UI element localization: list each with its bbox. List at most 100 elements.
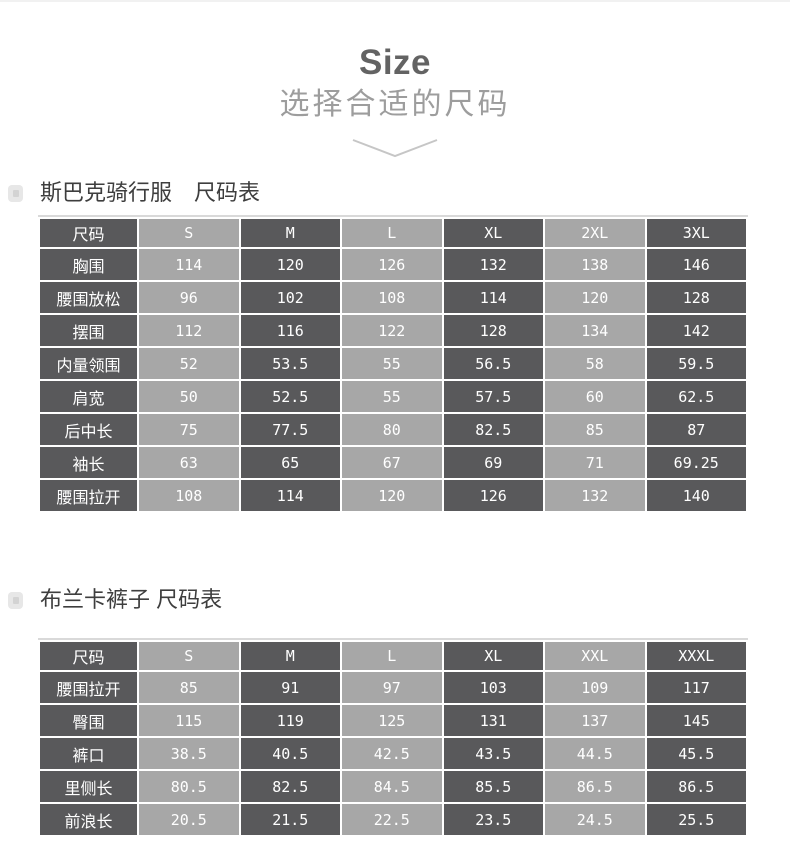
value-cell: 80: [342, 414, 442, 445]
value-cell: 56.5: [443, 348, 543, 379]
section-pants: 布兰卡裤子 尺码表 尺码 S M L XL XXL XXXL 腰围拉开 85 91 97 103 109…: [0, 585, 790, 837]
value-cell: 114: [240, 480, 340, 511]
table-header-row: 尺码 S M L XL 2XL 3XL: [40, 219, 746, 247]
value-cell: 96: [139, 282, 239, 313]
row-label-cell: 腰围拉开: [40, 480, 137, 511]
value-cell: 122: [342, 315, 442, 346]
value-cell: 24.5: [545, 804, 645, 835]
section-heading: 斯巴克骑行服 尺码表: [0, 178, 790, 208]
value-cell: 126: [342, 249, 442, 280]
value-cell: 82.5: [240, 771, 340, 802]
row-label-cell: 腰围放松: [40, 282, 137, 313]
value-cell: 108: [139, 480, 239, 511]
row-label-cell: 袖长: [40, 447, 137, 478]
row-label-cell: 裤口: [40, 738, 137, 769]
value-cell: 71: [545, 447, 645, 478]
size-label-header-cell: 尺码: [40, 219, 137, 247]
size-column-header-cell: XL: [443, 642, 543, 670]
value-cell: 55: [342, 348, 442, 379]
value-cell: 112: [139, 315, 239, 346]
page-subtitle: 选择合适的尺码: [279, 88, 511, 121]
table-row: 腰围放松 96 102 108 114 120 128: [40, 282, 746, 313]
table-row: 腰围拉开 108 114 120 126 132 140: [40, 480, 746, 511]
value-cell: 43.5: [443, 738, 543, 769]
value-cell: 50: [139, 381, 239, 412]
value-cell: 131: [443, 705, 543, 736]
value-cell: 132: [443, 249, 543, 280]
value-cell: 119: [240, 705, 340, 736]
value-cell: 63: [139, 447, 239, 478]
size-column-header-cell: XXXL: [646, 642, 746, 670]
value-cell: 85: [545, 414, 645, 445]
value-cell: 38.5: [139, 738, 239, 769]
value-cell: 60: [545, 381, 645, 412]
value-cell: 40.5: [240, 738, 340, 769]
row-label-cell: 肩宽: [40, 381, 137, 412]
size-column-header-cell: L: [342, 219, 442, 247]
value-cell: 120: [240, 249, 340, 280]
value-cell: 57.5: [443, 381, 543, 412]
value-cell: 52.5: [240, 381, 340, 412]
size-column-header-cell: XL: [443, 219, 543, 247]
value-cell: 132: [545, 480, 645, 511]
table-row: 臀围 115 119 125 131 137 145: [40, 705, 746, 736]
size-column-header-cell: 3XL: [646, 219, 746, 247]
row-label-cell: 臀围: [40, 705, 137, 736]
value-cell: 23.5: [443, 804, 543, 835]
table-row: 摆围 112 116 122 128 134 142: [40, 315, 746, 346]
table-row: 里侧长 80.5 82.5 84.5 85.5 86.5 86.5: [40, 771, 746, 802]
value-cell: 138: [545, 249, 645, 280]
jersey-size-table: 尺码 S M L XL 2XL 3XL 胸围 114 120 126 132 138 146 腰围放松 96 1…: [38, 215, 748, 513]
size-column-header-cell: 2XL: [545, 219, 645, 247]
top-divider: [0, 0, 790, 2]
value-cell: 85.5: [443, 771, 543, 802]
size-column-header-cell: M: [240, 642, 340, 670]
value-cell: 42.5: [342, 738, 442, 769]
table-row: 内量领围 52 53.5 55 56.5 58 59.5: [40, 348, 746, 379]
table-row: 腰围拉开 85 91 97 103 109 117: [40, 672, 746, 703]
value-cell: 45.5: [646, 738, 746, 769]
value-cell: 67: [342, 447, 442, 478]
value-cell: 86.5: [545, 771, 645, 802]
value-cell: 109: [545, 672, 645, 703]
section-jersey: 斯巴克骑行服 尺码表 尺码 S M L XL 2XL 3XL 胸围 114 120 126 132 13…: [0, 178, 790, 513]
size-label-header-cell: 尺码: [40, 642, 137, 670]
table-row: 后中长 75 77.5 80 82.5 85 87: [40, 414, 746, 445]
size-column-header-cell: L: [342, 642, 442, 670]
value-cell: 145: [646, 705, 746, 736]
value-cell: 117: [646, 672, 746, 703]
value-cell: 114: [443, 282, 543, 313]
value-cell: 120: [342, 480, 442, 511]
value-cell: 91: [240, 672, 340, 703]
value-cell: 116: [240, 315, 340, 346]
value-cell: 55: [342, 381, 442, 412]
table-row: 肩宽 50 52.5 55 57.5 60 62.5: [40, 381, 746, 412]
value-cell: 69.25: [646, 447, 746, 478]
row-label-cell: 后中长: [40, 414, 137, 445]
value-cell: 25.5: [646, 804, 746, 835]
value-cell: 140: [646, 480, 746, 511]
table-row: 胸围 114 120 126 132 138 146: [40, 249, 746, 280]
row-label-cell: 摆围: [40, 315, 137, 346]
size-column-header-cell: M: [240, 219, 340, 247]
pants-size-table: 尺码 S M L XL XXL XXXL 腰围拉开 85 91 97 103 109 117 臀围 115 11…: [38, 638, 748, 837]
value-cell: 146: [646, 249, 746, 280]
value-cell: 75: [139, 414, 239, 445]
row-label-cell: 腰围拉开: [40, 672, 137, 703]
value-cell: 120: [545, 282, 645, 313]
value-cell: 134: [545, 315, 645, 346]
table-row: 袖长 63 65 67 69 71 69.25: [40, 447, 746, 478]
value-cell: 125: [342, 705, 442, 736]
table-row: 裤口 38.5 40.5 42.5 43.5 44.5 45.5: [40, 738, 746, 769]
value-cell: 103: [443, 672, 543, 703]
value-cell: 86.5: [646, 771, 746, 802]
value-cell: 52: [139, 348, 239, 379]
value-cell: 142: [646, 315, 746, 346]
row-label-cell: 内量领围: [40, 348, 137, 379]
value-cell: 126: [443, 480, 543, 511]
value-cell: 115: [139, 705, 239, 736]
value-cell: 97: [342, 672, 442, 703]
value-cell: 114: [139, 249, 239, 280]
value-cell: 59.5: [646, 348, 746, 379]
size-column-header-cell: S: [139, 642, 239, 670]
